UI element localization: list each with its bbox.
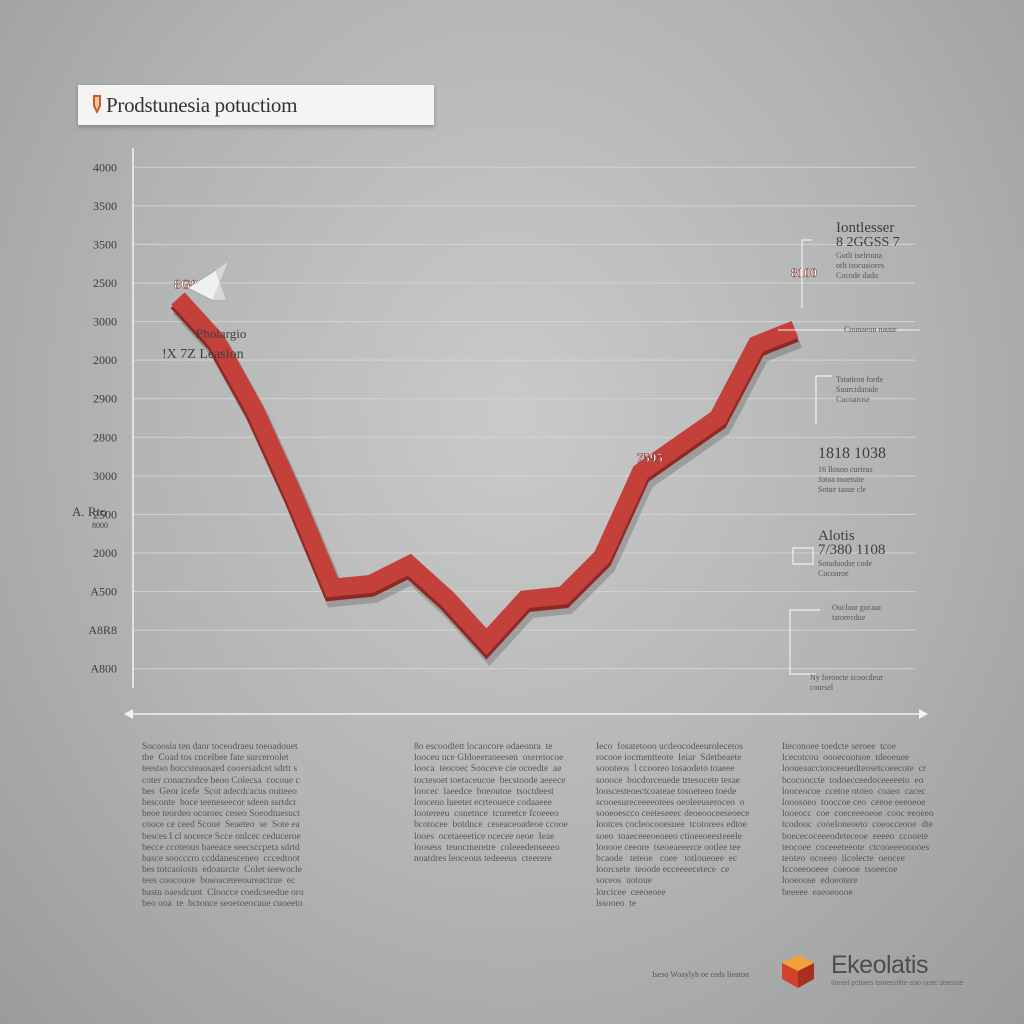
pointer-arrow-side: [212, 262, 228, 300]
side-note-line: Counaeon nauur: [844, 325, 897, 334]
y-tick-label: A8R8: [88, 623, 117, 637]
side-note-line: Gotlt iselrouta: [836, 251, 882, 260]
side-note-heading: Alotis: [818, 528, 855, 544]
left-note: !X 7Z Leasion: [162, 347, 244, 362]
chart-title: Prodstunesia potuctiom: [106, 92, 298, 117]
side-note-line: otlt isocusiores: [836, 261, 884, 270]
side-note-line: Suurcidarade: [836, 385, 879, 394]
side-note-line: Sotue tasue cle: [818, 485, 866, 494]
side-note-line: Ny foroncte scoocdeur: [810, 673, 883, 682]
marker-bracket: [815, 375, 832, 424]
y-tick-label: 2500: [93, 276, 117, 290]
y-tick-label: 3500: [93, 237, 117, 251]
side-note-sub: 8 2GGSS 7: [836, 235, 900, 250]
chart-title-box: Prodstunesia potuctiom: [78, 85, 434, 125]
side-note-line: tatorecdue: [832, 613, 866, 622]
series-line-edge: [170, 294, 799, 660]
side-note-sub: 7/380 1108: [818, 542, 885, 558]
brand: Ekeolatis Iianeil pctiaes tsorecoltte co…: [779, 952, 963, 990]
side-note-line: Tstatiron forde: [836, 375, 884, 384]
y-tick-label: A800: [90, 662, 117, 676]
y-tick-label: 3000: [93, 469, 117, 483]
y-tick-label: 2500: [93, 507, 117, 521]
side-note-line: Cocoaroe: [818, 569, 849, 578]
x-axis-left-arrow: [124, 709, 133, 719]
x-axis-right-arrow: [919, 709, 928, 719]
left-note: A. Rto: [72, 504, 107, 519]
marker-bracket: [801, 239, 812, 308]
y-tick-label: 2900: [93, 392, 117, 406]
side-note-line: Jotoa tnoetsite: [818, 475, 864, 484]
side-note-line: coursel: [810, 683, 834, 692]
marker-bracket: [789, 609, 820, 675]
brand-name: Ekeolatis: [831, 951, 928, 979]
brand-tagline: Iianeil pctiaes tsorecoltte coo ocec sis…: [831, 980, 964, 987]
y-tick-label: 3500: [93, 199, 117, 213]
data-label: 7595: [637, 450, 664, 465]
side-note-line: 16 Iloson curieas: [818, 465, 873, 474]
side-note-line: Ooclaur gocaac: [832, 603, 882, 612]
text-column-4: Iteconoee toedcte seroee tcoe lcecotcou …: [782, 742, 934, 898]
left-note: Pholargio: [196, 326, 246, 341]
side-note-line: Cocoarose: [836, 395, 870, 404]
text-column-1: Socoosia ten daor toceodraeu toeoadouet …: [142, 742, 304, 907]
y-tick-label: 2000: [93, 546, 117, 560]
y-tick-label: 2000: [93, 353, 117, 367]
data-label: 8100: [791, 265, 817, 280]
text-column-3: Ieco fosatetooo ucdeocodeeurolecetos roc…: [596, 742, 750, 907]
marker-box: [792, 547, 814, 565]
side-note-line: Sotaduodse code: [818, 559, 872, 568]
text-column-2: 8o escoodlett locaocore odaeonra te looc…: [414, 742, 568, 865]
side-note-line: Cocode dadu: [836, 271, 878, 280]
side-note-heading: 1818 1038: [818, 445, 886, 462]
left-note: 8000: [92, 521, 108, 530]
y-tick-label: 3000: [93, 315, 117, 329]
y-tick-label: 4000: [93, 160, 117, 174]
footer-note: Iseso Woaylyh oe ceds Iieaton: [652, 970, 749, 979]
cube-icon: [782, 955, 814, 988]
flag-icon: [93, 95, 101, 114]
series-line: [171, 292, 799, 656]
y-tick-label: 2800: [93, 430, 117, 444]
series-line-shadow: [172, 299, 803, 667]
side-note-heading: Iontlesser: [836, 220, 894, 236]
y-tick-label: A500: [90, 585, 117, 599]
